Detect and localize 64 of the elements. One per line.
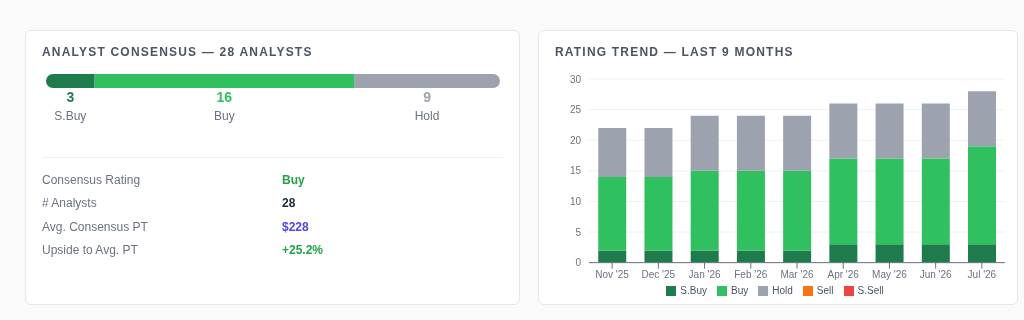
chart-title: RATING TREND — LAST 9 MONTHS [555, 45, 795, 59]
bar [968, 244, 997, 263]
x-tick-label: May '26 [872, 268, 908, 280]
x-tick-label: Nov '25 [595, 268, 630, 280]
bar [968, 146, 997, 245]
data-label: 16 [216, 89, 233, 105]
data-label: 3 [66, 89, 75, 105]
text: 28 [282, 196, 296, 211]
bar [736, 115, 765, 171]
bar [598, 127, 627, 177]
x-tick-label: Jun '26 [919, 268, 953, 280]
bar [921, 158, 950, 245]
bar [875, 244, 904, 263]
bar [875, 103, 904, 159]
bar [875, 158, 904, 245]
text: $228 [282, 219, 309, 234]
x-tick-label: Feb '26 [734, 268, 768, 280]
legend-label: S.Sell [857, 284, 884, 296]
legend-label: S.Buy [680, 284, 708, 296]
series-label: S.Buy [54, 109, 87, 123]
legend-label: Sell [816, 284, 834, 296]
text: Buy [282, 172, 305, 187]
legend-label: Hold [772, 284, 793, 296]
bar [921, 244, 950, 263]
bar [736, 170, 765, 251]
y-tick-label: 20 [569, 134, 582, 146]
bar [783, 250, 812, 263]
x-tick-label: Jan '26 [688, 268, 721, 280]
series-label: Hold [414, 109, 440, 123]
bar [690, 170, 719, 251]
y-tick-label: 10 [569, 195, 582, 207]
bar [829, 244, 858, 263]
x-tick-label: Jul '26 [967, 268, 997, 280]
data-label: 9 [423, 89, 432, 105]
bar [598, 176, 627, 251]
bar [690, 250, 719, 263]
legend-label: Buy [731, 284, 749, 296]
bar [690, 115, 719, 171]
y-tick-label: 0 [575, 257, 582, 269]
bar [644, 176, 673, 251]
text: +25.2% [282, 243, 324, 258]
series-label: Buy [214, 109, 235, 123]
text: Avg. Consensus PT [42, 219, 149, 234]
bar [736, 250, 765, 263]
y-tick-label: 25 [569, 104, 582, 116]
bar [921, 103, 950, 159]
y-tick-label: 30 [569, 73, 582, 85]
x-tick-label: Dec '25 [641, 268, 676, 280]
bar [644, 250, 673, 263]
bar [598, 250, 627, 263]
y-tick-label: 15 [569, 165, 582, 177]
bar [829, 103, 858, 159]
bar [783, 115, 812, 171]
chart-title: ANALYST CONSENSUS — 28 ANALYSTS [42, 45, 314, 59]
text: Upside to Avg. PT [42, 243, 139, 258]
bar [829, 158, 858, 245]
text: # Analysts [42, 196, 98, 211]
bar [783, 170, 812, 251]
bar [968, 91, 997, 147]
text: Consensus Rating [42, 172, 142, 187]
bar [644, 127, 673, 177]
x-tick-label: Apr '26 [827, 268, 860, 280]
x-tick-label: Mar '26 [780, 268, 814, 280]
y-tick-label: 5 [575, 226, 582, 238]
